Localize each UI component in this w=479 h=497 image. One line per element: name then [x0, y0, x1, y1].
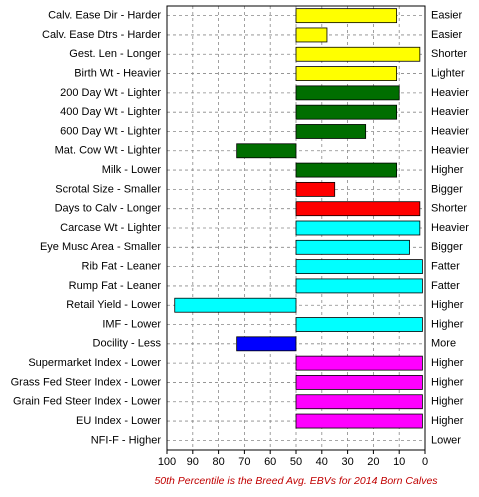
bar: [295, 259, 423, 275]
bar: [295, 8, 398, 24]
x-tick-label: 80: [212, 456, 224, 468]
bar: [295, 201, 421, 217]
right-label: More: [431, 338, 456, 350]
right-label: Easier: [431, 10, 463, 22]
x-tick-label: 30: [341, 456, 353, 468]
y-tick-label: 400 Day Wt - Lighter: [60, 106, 161, 118]
plot-frame: [166, 5, 426, 451]
y-tick-label: Birth Wt - Heavier: [74, 67, 161, 79]
bar: [295, 124, 367, 139]
y-tick-label: Carcase Wt - Lighter: [60, 222, 161, 234]
y-tick-label: Milk - Lower: [102, 164, 162, 176]
right-label: Bigger: [431, 241, 463, 253]
y-tick-label: Gest. Len - Longer: [69, 48, 161, 60]
y-tick-label: EU Index - Lower: [76, 415, 161, 427]
right-label: Heavier: [431, 222, 469, 234]
y-tick-label: Rib Fat - Leaner: [82, 261, 162, 273]
bar: [295, 66, 398, 81]
x-tick-label: 100: [158, 456, 176, 468]
right-label: Higher: [431, 396, 464, 408]
right-label: Higher: [431, 376, 464, 388]
y-tick-label: Grass Fed Steer Index - Lower: [11, 376, 162, 388]
right-label: Higher: [431, 299, 464, 311]
right-label: Fatter: [431, 280, 460, 292]
x-tick-label: 90: [187, 456, 199, 468]
y-tick-label: Calv. Ease Dtrs - Harder: [42, 29, 161, 41]
right-label: Shorter: [431, 48, 467, 60]
y-tick-label: Grain Fed Steer Index - Lower: [13, 396, 161, 408]
bar: [295, 220, 421, 236]
right-label: Higher: [431, 164, 464, 176]
bar: [295, 85, 400, 101]
right-label: Lighter: [431, 67, 465, 79]
y-tick-label: Eye Musc Area - Smaller: [40, 241, 161, 253]
y-tick-label: Mat. Cow Wt - Lighter: [55, 145, 162, 157]
bar: [295, 27, 328, 43]
right-label: Easier: [431, 29, 463, 41]
right-label: Heavier: [431, 87, 469, 99]
y-tick-label: Retail Yield - Lower: [66, 299, 161, 311]
bar: [295, 104, 398, 120]
bar: [295, 46, 421, 62]
y-tick-label: 600 Day Wt - Lighter: [60, 125, 161, 137]
bar: [295, 162, 398, 178]
y-tick-label: IMF - Lower: [102, 318, 161, 330]
bar: [295, 413, 423, 429]
right-label: Heavier: [431, 106, 469, 118]
right-label: Heavier: [431, 145, 469, 157]
x-tick-label: 50: [290, 456, 302, 468]
x-tick-label: 40: [316, 456, 328, 468]
y-tick-label: NFI-F - Higher: [91, 434, 162, 446]
y-tick-label: Scrotal Size - Smaller: [55, 183, 161, 195]
x-tick-label: 70: [238, 456, 250, 468]
y-tick-label: Rump Fat - Leaner: [69, 280, 162, 292]
right-label: Higher: [431, 318, 464, 330]
x-tick-label: 60: [264, 456, 276, 468]
bar: [295, 278, 423, 294]
bar: [295, 355, 423, 371]
right-label: Bigger: [431, 183, 463, 195]
right-label: Heavier: [431, 125, 469, 137]
caption: 50th Percentile is the Breed Avg. EBVs f…: [154, 475, 438, 487]
bar: [236, 336, 297, 352]
bar: [295, 181, 336, 197]
bar: [174, 297, 297, 313]
bar: [295, 394, 423, 410]
right-label: Lower: [431, 434, 461, 446]
bar: [295, 239, 410, 255]
y-tick-label: 200 Day Wt - Lighter: [60, 87, 161, 99]
right-label: Fatter: [431, 261, 460, 273]
right-label: Higher: [431, 357, 464, 369]
right-label: Higher: [431, 415, 464, 427]
x-tick-label: 10: [393, 456, 405, 468]
y-tick-label: Docility - Less: [93, 338, 162, 350]
y-tick-label: Calv. Ease Dir - Harder: [48, 10, 161, 22]
x-tick-label: 20: [367, 456, 379, 468]
bar: [236, 143, 297, 159]
bar: [295, 375, 423, 390]
y-tick-label: Days to Calv - Longer: [55, 203, 162, 215]
bar: [295, 317, 423, 332]
y-tick-label: Supermarket Index - Lower: [28, 357, 161, 369]
right-label: Shorter: [431, 203, 467, 215]
x-tick-label: 0: [422, 456, 428, 468]
